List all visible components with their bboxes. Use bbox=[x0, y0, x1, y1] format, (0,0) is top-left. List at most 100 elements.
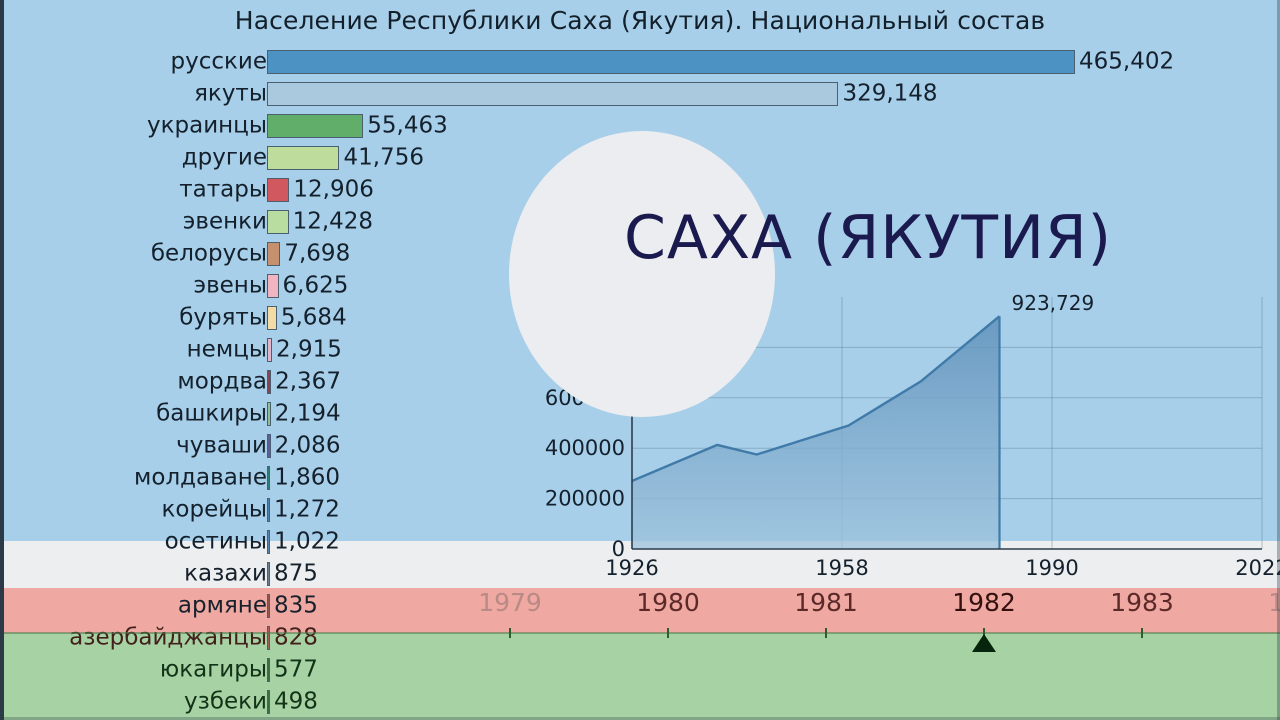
bar-label: молдаване bbox=[134, 464, 267, 491]
bar-value: 828 bbox=[274, 624, 318, 651]
bar-value: 12,428 bbox=[292, 208, 374, 235]
bar-rect bbox=[267, 50, 1075, 74]
bar-rect bbox=[267, 178, 290, 202]
bar-label: эвенки bbox=[182, 208, 267, 235]
y-tick-label: 400000 bbox=[545, 436, 625, 460]
bar-rect bbox=[267, 242, 281, 266]
decorative-ellipse bbox=[509, 131, 775, 417]
bar-row: юкагиры 577 bbox=[0, 654, 1280, 686]
timeline-tick bbox=[509, 628, 511, 638]
bar-track bbox=[267, 690, 270, 714]
bar-row: мордва 2,367 bbox=[0, 366, 1280, 398]
bar-value: 1,860 bbox=[274, 464, 341, 491]
bar-label: татары bbox=[179, 176, 267, 203]
bar-label: узбеки bbox=[183, 688, 267, 715]
timeline-year[interactable]: 1982 bbox=[952, 588, 1016, 617]
bar-label: юкагиры bbox=[159, 656, 267, 683]
bar-track bbox=[267, 370, 272, 394]
bar-track bbox=[267, 146, 340, 170]
bar-row: немцы 2,915 bbox=[0, 334, 1280, 366]
bar-track bbox=[267, 658, 270, 682]
bar-row: башкиры 2,194 bbox=[0, 398, 1280, 430]
bar-track bbox=[267, 594, 270, 618]
bar-track bbox=[267, 178, 290, 202]
timeline-year[interactable]: 1981 bbox=[794, 588, 858, 617]
bar-value: 12,906 bbox=[293, 176, 374, 203]
bar-value: 329,148 bbox=[842, 80, 938, 107]
bar-rect bbox=[267, 146, 340, 170]
timeline-tick bbox=[667, 628, 669, 638]
y-tick-label: 0 bbox=[612, 537, 625, 561]
bar-value: 41,756 bbox=[343, 144, 424, 171]
peak-value-label: 923,729 bbox=[1012, 291, 1095, 315]
bar-value: 2,367 bbox=[275, 368, 341, 395]
bar-rect bbox=[267, 626, 270, 650]
bar-row: украинцы 55,463 bbox=[0, 110, 1280, 142]
x-tick-label: 2022 bbox=[1235, 556, 1280, 580]
timeline-year[interactable]: 1983 bbox=[1110, 588, 1174, 617]
bar-rect bbox=[267, 82, 839, 106]
bar-track bbox=[267, 274, 279, 298]
bar-rect bbox=[267, 402, 271, 426]
bar-track bbox=[267, 210, 289, 234]
bar-track bbox=[267, 466, 271, 490]
frame-bottom bbox=[0, 717, 1280, 720]
timeline-playhead-marker[interactable] bbox=[972, 634, 996, 652]
band-pink bbox=[0, 588, 1280, 633]
bar-value: 55,463 bbox=[367, 112, 448, 139]
bar-label: чуваши bbox=[176, 432, 267, 459]
bar-row: эвены 6,625 bbox=[0, 270, 1280, 302]
x-tick-label: 1990 bbox=[1025, 556, 1078, 580]
bar-value: 2,194 bbox=[274, 400, 341, 427]
bar-track bbox=[267, 498, 270, 522]
bar-track bbox=[267, 402, 271, 426]
bar-row: буряты 5,684 bbox=[0, 302, 1280, 334]
bar-row: якуты 329,148 bbox=[0, 78, 1280, 110]
bar-track bbox=[267, 562, 270, 586]
bar-row: русские 465,402 bbox=[0, 46, 1280, 78]
bar-track bbox=[267, 338, 273, 362]
bar-label: другие bbox=[181, 144, 267, 171]
bar-track bbox=[267, 626, 270, 650]
bar-value: 577 bbox=[274, 656, 318, 683]
bar-label: осетины bbox=[164, 528, 267, 555]
bar-row: узбеки 498 bbox=[0, 686, 1280, 718]
bar-row: татары 12,906 bbox=[0, 174, 1280, 206]
bar-label: эвены bbox=[193, 272, 267, 299]
bar-label: немцы bbox=[186, 336, 267, 363]
bar-value: 7,698 bbox=[284, 240, 351, 267]
bar-label: буряты bbox=[179, 304, 267, 331]
bar-label: азербайджанцы bbox=[69, 624, 267, 651]
bar-track bbox=[267, 114, 364, 138]
bar-value: 498 bbox=[274, 688, 318, 715]
bar-track bbox=[267, 82, 839, 106]
y-tick-label: 200000 bbox=[545, 487, 625, 511]
bar-rect bbox=[267, 690, 270, 714]
bar-row: корейцы 1,272 bbox=[0, 494, 1280, 526]
bar-label: мордва bbox=[177, 368, 267, 395]
bar-track bbox=[267, 434, 271, 458]
bar-rect bbox=[267, 498, 270, 522]
timeline[interactable]: 1979 1980 1981 1982 1983 1984 bbox=[0, 588, 1280, 658]
bar-row: эвенки 12,428 bbox=[0, 206, 1280, 238]
bar-chart: русские 465,402 якуты 329,148 украинцы 55,463… bbox=[0, 46, 1280, 718]
bar-rect bbox=[267, 562, 270, 586]
bar-track bbox=[267, 50, 1075, 74]
bar-rect bbox=[267, 338, 273, 362]
bar-label: украинцы bbox=[147, 112, 267, 139]
bar-row: азербайджанцы 828 bbox=[0, 622, 1280, 654]
region-name-label: САХА (ЯКУТИЯ) bbox=[624, 203, 1113, 273]
timeline-year[interactable]: 1984 bbox=[1268, 588, 1280, 617]
timeline-year[interactable]: 1979 bbox=[478, 588, 542, 617]
frame-left bbox=[0, 0, 4, 720]
bar-row: чуваши 2,086 bbox=[0, 430, 1280, 462]
bar-rect bbox=[267, 114, 364, 138]
timeline-year[interactable]: 1980 bbox=[636, 588, 700, 617]
bar-rect bbox=[267, 594, 270, 618]
x-tick-label: 1958 bbox=[815, 556, 868, 580]
bar-row: белорусы 7,698 bbox=[0, 238, 1280, 270]
bar-rect bbox=[267, 274, 279, 298]
bar-rect bbox=[267, 306, 277, 330]
bar-rect bbox=[267, 434, 271, 458]
bar-value: 6,625 bbox=[282, 272, 349, 299]
